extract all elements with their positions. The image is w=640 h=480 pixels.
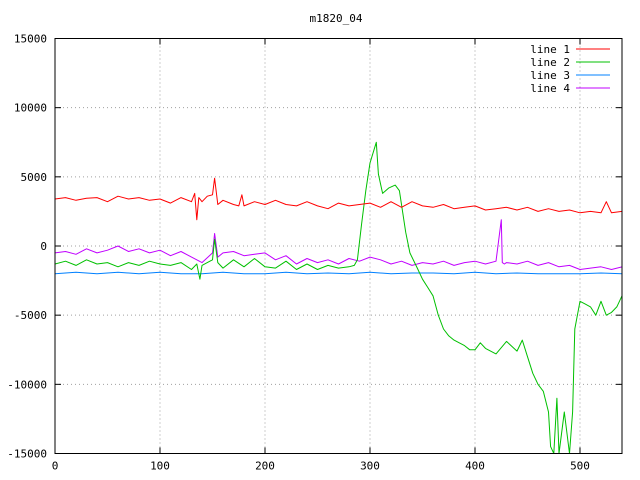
plot-frame	[54, 38, 623, 454]
grid-lines	[55, 38, 622, 454]
x-tick-label: 400	[465, 460, 485, 473]
y-tick-label: -10000	[7, 378, 47, 391]
y-tick-label: -5000	[14, 309, 47, 322]
data-series	[55, 141, 622, 454]
legend-label: line 3	[530, 69, 570, 82]
series-line-2	[55, 141, 622, 454]
x-tick-label: 300	[360, 460, 380, 473]
series-line-1	[55, 177, 622, 221]
x-tick-label: 500	[570, 460, 590, 473]
legend-label: line 2	[530, 56, 570, 69]
legend-label: line 4	[530, 82, 570, 95]
y-tick-label: -15000	[7, 448, 47, 461]
y-tick-label: 15000	[14, 33, 47, 46]
y-tick-label: 10000	[14, 102, 47, 115]
chart-title: m1820_04	[310, 12, 363, 25]
series-line-4	[55, 219, 622, 270]
legend-label: line 1	[530, 43, 570, 56]
y-tick-label: 5000	[21, 171, 48, 184]
x-tick-label: 0	[52, 460, 59, 473]
y-tick-label: 0	[40, 240, 47, 253]
x-tick-label: 200	[255, 460, 275, 473]
series-line-3	[55, 271, 622, 275]
x-tick-label: 100	[150, 460, 170, 473]
